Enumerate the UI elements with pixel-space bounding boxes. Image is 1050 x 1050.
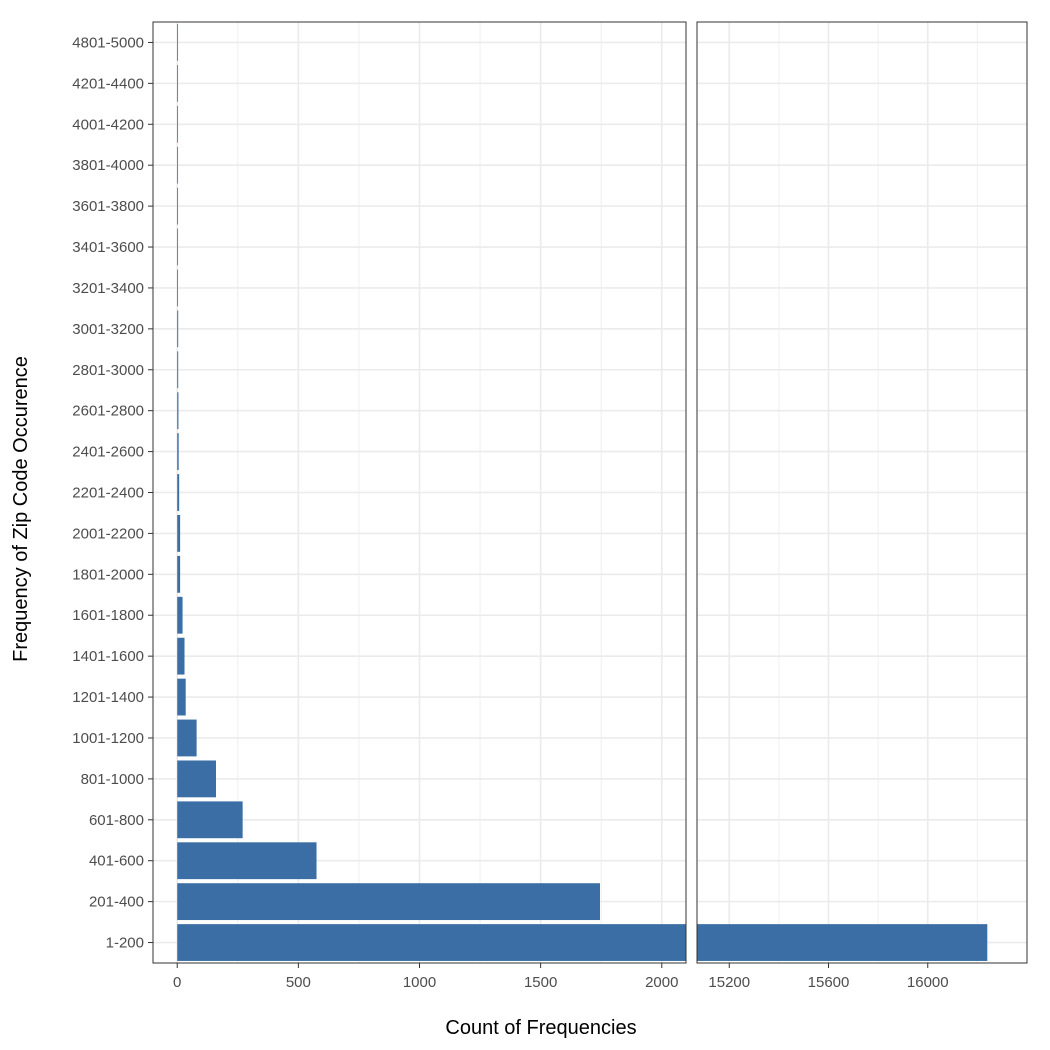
panel-border bbox=[696, 21, 1028, 964]
y-tick-label: 1001-1200 bbox=[72, 730, 144, 747]
y-tick-label: 1401-1600 bbox=[72, 648, 144, 665]
bar-2801-3000 bbox=[177, 351, 179, 389]
y-tick-label: 2601-2800 bbox=[72, 403, 144, 420]
bar-4801-5000 bbox=[177, 24, 179, 61]
y-tick-label: 2201-2400 bbox=[72, 485, 144, 502]
x-tick-label: 0 bbox=[173, 974, 181, 991]
bar-1201-1400 bbox=[177, 678, 186, 716]
bar-1-200 bbox=[177, 924, 686, 961]
y-tick-label: 2401-2600 bbox=[72, 444, 144, 461]
bar-2601-2800 bbox=[177, 392, 179, 430]
bar-3801-4000 bbox=[177, 146, 179, 184]
bar-3601-3800 bbox=[177, 187, 179, 225]
y-tick-label: 3401-3600 bbox=[72, 239, 144, 256]
left-panel: 0 500 1000 1500 2000 bbox=[152, 21, 687, 991]
bar-1-200 bbox=[697, 924, 988, 961]
y-tick-label: 1801-2000 bbox=[72, 566, 144, 583]
bar-201-400 bbox=[177, 883, 600, 921]
y-tick-label: 3601-3800 bbox=[72, 198, 144, 215]
y-tick-label: 1-200 bbox=[106, 935, 144, 952]
bar-3001-3200 bbox=[177, 310, 179, 348]
x-tick-label: 1000 bbox=[403, 974, 436, 991]
x-tick-label: 2000 bbox=[645, 974, 678, 991]
y-tick-label: 3001-3200 bbox=[72, 321, 144, 338]
bar-801-1000 bbox=[177, 760, 216, 798]
y-tick-label: 2801-3000 bbox=[72, 362, 144, 379]
x-axis-title: Count of Frequencies bbox=[445, 1017, 636, 1039]
bar-1401-1600 bbox=[177, 637, 185, 675]
y-tick-label: 4801-5000 bbox=[72, 34, 144, 51]
y-axis-ticks: 1-200 201-400 401-600 601-800 801-1000 1001-1… bbox=[72, 34, 153, 952]
bar-3201-3400 bbox=[177, 269, 179, 307]
y-axis-title: Frequency of Zip Code Occurence bbox=[10, 356, 32, 662]
y-tick-label: 801-1000 bbox=[81, 771, 144, 788]
y-tick-label: 1201-1400 bbox=[72, 689, 144, 706]
x-tick-label: 1500 bbox=[524, 974, 557, 991]
bar-4001-4200 bbox=[177, 105, 179, 143]
bar-2001-2200 bbox=[177, 515, 181, 552]
bar-1601-1800 bbox=[177, 596, 183, 634]
y-tick-label: 1601-1800 bbox=[72, 607, 144, 624]
right-panel: 15200 15600 16000 bbox=[696, 21, 1028, 991]
y-tick-label: 3801-4000 bbox=[72, 157, 144, 174]
y-tick-label: 401-600 bbox=[89, 853, 144, 870]
x-tick-label: 15200 bbox=[708, 974, 750, 991]
bar-4201-4400 bbox=[177, 64, 179, 102]
bar-601-800 bbox=[177, 801, 243, 839]
bar-3401-3600 bbox=[177, 228, 179, 266]
x-tick-label: 16000 bbox=[907, 974, 949, 991]
bar-2201-2400 bbox=[177, 474, 180, 511]
y-tick-label: 201-400 bbox=[89, 894, 144, 911]
x-tick-label: 15600 bbox=[808, 974, 850, 991]
x-tick-label: 500 bbox=[286, 974, 311, 991]
y-tick-label: 3201-3400 bbox=[72, 280, 144, 297]
y-tick-label: 4201-4400 bbox=[72, 75, 144, 92]
y-tick-label: 2001-2200 bbox=[72, 525, 144, 542]
y-tick-label: 4001-4200 bbox=[72, 116, 144, 133]
bar-401-600 bbox=[177, 842, 317, 880]
bar-2401-2600 bbox=[177, 433, 179, 470]
bar-1801-2000 bbox=[177, 555, 181, 593]
bar-1001-1200 bbox=[177, 719, 197, 757]
y-tick-label: 601-800 bbox=[89, 812, 144, 829]
